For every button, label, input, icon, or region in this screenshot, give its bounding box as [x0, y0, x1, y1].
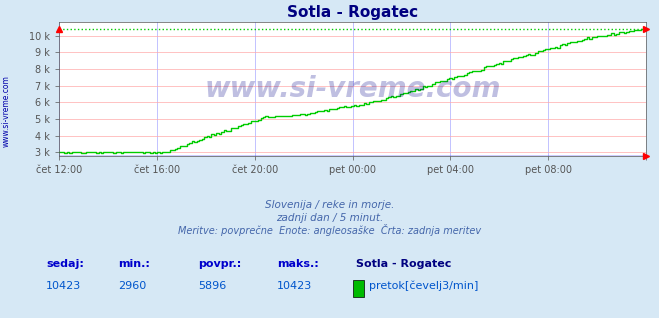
Text: 5896: 5896 [198, 281, 226, 291]
Text: sedaj:: sedaj: [46, 259, 84, 269]
Text: 2960: 2960 [119, 281, 147, 291]
Text: 10423: 10423 [46, 281, 81, 291]
Text: 10423: 10423 [277, 281, 312, 291]
Text: pretok[čevelj3/min]: pretok[čevelj3/min] [369, 281, 478, 291]
Text: www.si-vreme.com: www.si-vreme.com [204, 75, 501, 103]
Text: maks.:: maks.: [277, 259, 318, 269]
Text: Slovenija / reke in morje.: Slovenija / reke in morje. [265, 200, 394, 210]
Text: zadnji dan / 5 minut.: zadnji dan / 5 minut. [276, 213, 383, 223]
Text: Meritve: povprečne  Enote: angleosaške  Črta: zadnja meritev: Meritve: povprečne Enote: angleosaške Čr… [178, 224, 481, 236]
Title: Sotla - Rogatec: Sotla - Rogatec [287, 5, 418, 20]
Text: www.si-vreme.com: www.si-vreme.com [2, 75, 11, 147]
Text: min.:: min.: [119, 259, 150, 269]
Text: Sotla - Rogatec: Sotla - Rogatec [356, 259, 451, 269]
Text: povpr.:: povpr.: [198, 259, 241, 269]
